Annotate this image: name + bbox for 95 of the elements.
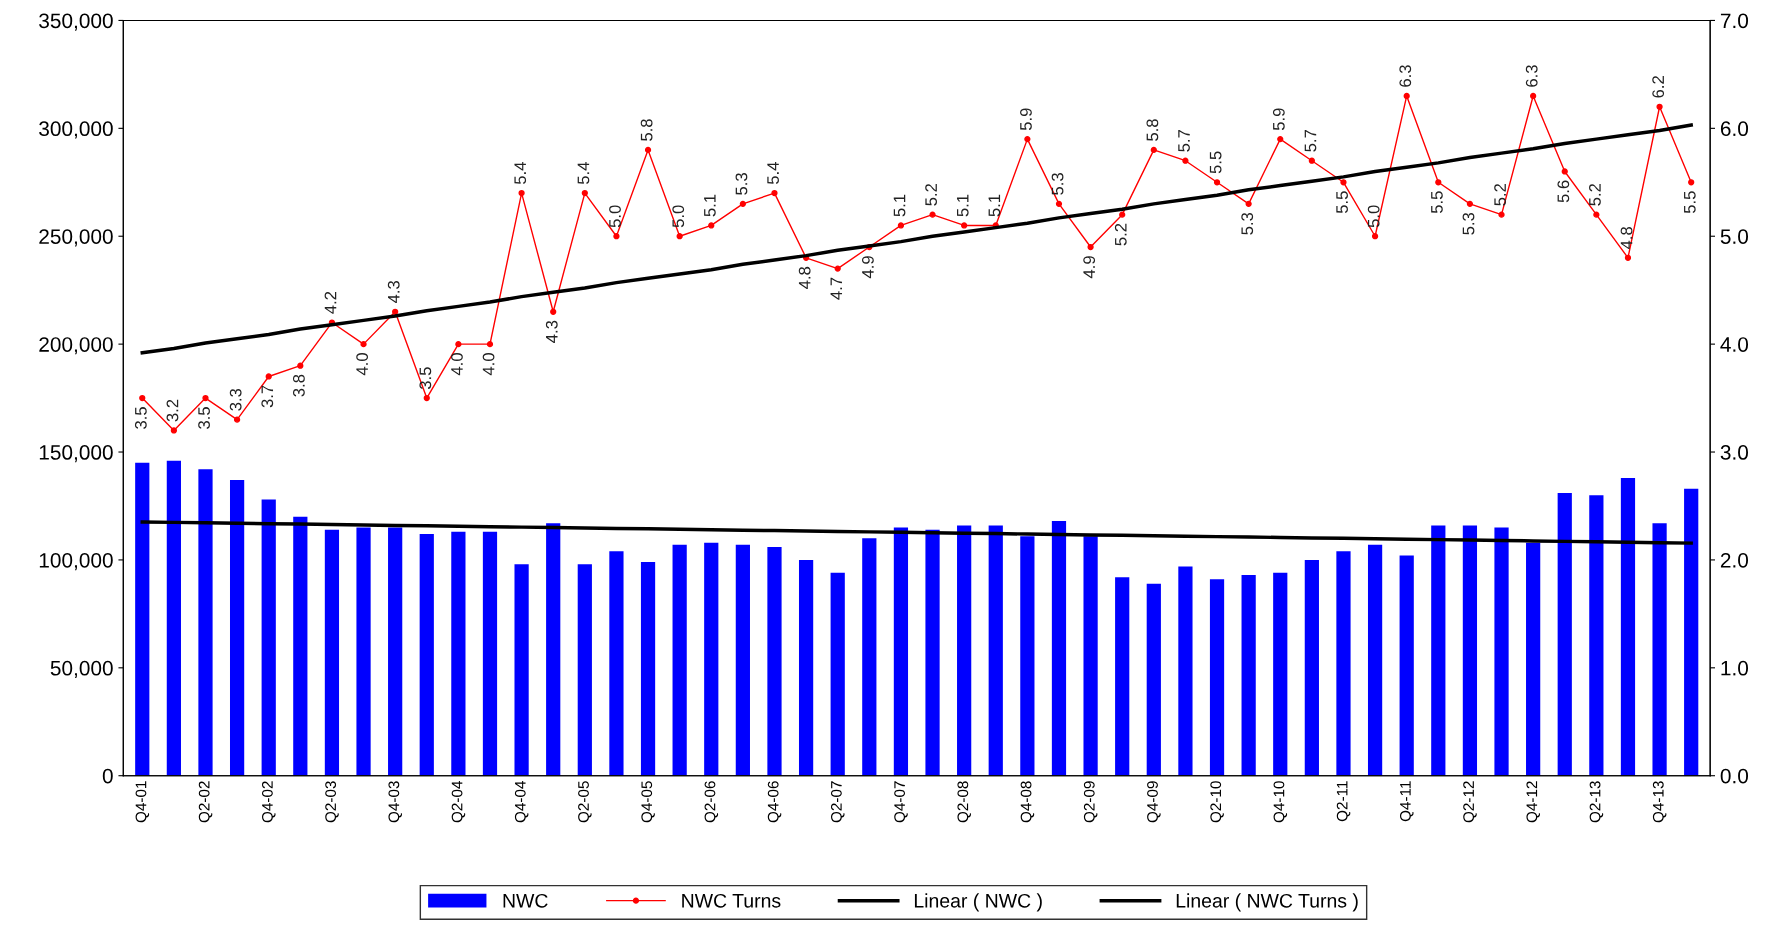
- x-tick-label: Q4-13: [1652, 781, 1667, 823]
- y-tick-label: 150,000: [39, 445, 113, 463]
- x-tick-label: Q4-03: [388, 781, 402, 823]
- data-label: 5.5: [1431, 191, 1443, 214]
- y-tick-label: 0: [102, 768, 113, 784]
- data-label: 5.1: [956, 194, 969, 217]
- data-label: 5.8: [640, 119, 653, 141]
- x-tick-label: Q4-08: [1020, 781, 1035, 823]
- x-tick-label: Q2-13: [1589, 781, 1604, 823]
- data-label: 4.0: [482, 353, 495, 376]
- y-tick-label: 350,000: [39, 13, 113, 31]
- data-label: 5.4: [767, 162, 779, 185]
- x-tick-label: Q2-11: [1336, 781, 1351, 822]
- data-label: 3.5: [419, 367, 432, 390]
- data-label: 3.3: [229, 388, 242, 411]
- x-tick-label: Q4-10: [1273, 781, 1288, 823]
- x-tick-label: Q4-05: [641, 781, 655, 823]
- data-label: 3.2: [166, 399, 179, 422]
- data-label: 4.0: [451, 353, 463, 376]
- y-tick-label: 200,000: [39, 337, 113, 355]
- x-tick-label: Q4-09: [1147, 781, 1161, 823]
- data-label: 5.2: [925, 183, 938, 206]
- y2-tick-label: 3.0: [1720, 445, 1749, 460]
- legend-label: Linear ( NWC Turns ): [1176, 893, 1358, 912]
- data-label: 4.8: [1620, 227, 1633, 250]
- data-label: 3.5: [134, 407, 147, 429]
- legend-label: NWC: [503, 893, 548, 908]
- y2-tick-label: 5.0: [1720, 229, 1749, 244]
- data-label: 3.8: [292, 374, 305, 397]
- data-label: 6.2: [1652, 76, 1665, 98]
- y-tick-label: 50,000: [50, 660, 113, 679]
- x-tick-label: Q2-02: [198, 781, 213, 823]
- x-tick-label: Q2-09: [1083, 781, 1098, 823]
- data-label: 5.6: [1557, 180, 1570, 203]
- data-label: 6.3: [1525, 65, 1538, 87]
- data-label: 4.7: [830, 277, 843, 300]
- data-label: 5.5: [1684, 191, 1696, 214]
- data-label: 5.2: [1114, 223, 1127, 246]
- y2-tick-label: 6.0: [1720, 121, 1749, 137]
- x-tick-label: Q2-05: [578, 781, 592, 823]
- data-label: 5.2: [1589, 183, 1601, 206]
- x-tick-label: Q2-10: [1210, 781, 1224, 823]
- data-label: 5.4: [577, 162, 590, 185]
- legend-label: NWC Turns: [682, 893, 781, 908]
- data-label: 5.7: [1178, 130, 1190, 152]
- data-label: 4.9: [861, 256, 874, 279]
- x-tick-label: Q2-12: [1463, 781, 1477, 823]
- data-label: 5.8: [1146, 119, 1159, 141]
- data-label: 4.3: [545, 320, 558, 343]
- y2-tick-label: 0.0: [1720, 768, 1749, 784]
- y2-tick-label: 1.0: [1721, 660, 1749, 676]
- x-tick-label: Q2-06: [704, 781, 719, 823]
- data-label: 4.3: [387, 280, 400, 304]
- data-label: 5.1: [704, 194, 716, 217]
- data-label: 5.0: [609, 205, 621, 228]
- data-label: 5.0: [672, 205, 685, 228]
- legend-label: Linear ( NWC ): [914, 893, 1042, 912]
- data-label: 5.7: [1304, 130, 1317, 152]
- x-tick-label: Q4-11: [1399, 781, 1414, 822]
- data-label: 5.5: [1336, 191, 1348, 214]
- x-tick-label: Q4-12: [1526, 781, 1540, 823]
- x-tick-label: Q4-07: [894, 781, 908, 823]
- x-tick-label: Q4-04: [514, 781, 529, 823]
- data-label: 4.9: [1083, 256, 1096, 279]
- data-label: 5.3: [1241, 212, 1254, 235]
- data-label: 4.8: [798, 266, 811, 289]
- data-label: 5.1: [988, 194, 1001, 217]
- data-label: 4.2: [324, 291, 337, 314]
- data-label: 5.3: [1051, 173, 1064, 195]
- x-tick-label: Q2-04: [451, 781, 466, 823]
- data-label: 5.5: [1209, 151, 1222, 174]
- y2-tick-label: 2.0: [1720, 552, 1749, 568]
- data-label: 5.3: [1462, 212, 1475, 235]
- data-label: 5.9: [1020, 108, 1032, 131]
- data-label: 5.1: [893, 194, 906, 217]
- data-label: 3.7: [261, 385, 274, 408]
- y-tick-label: 250,000: [39, 229, 113, 247]
- data-label: 5.4: [514, 162, 527, 185]
- data-label: 6.3: [1399, 65, 1412, 87]
- y-tick-label: 300,000: [39, 121, 113, 139]
- data-label: 5.9: [1272, 108, 1285, 131]
- data-label: 5.2: [1494, 183, 1506, 206]
- y-tick-label: 100,000: [39, 552, 113, 571]
- data-label: 5.0: [1367, 205, 1380, 228]
- data-label: 5.3: [735, 173, 748, 195]
- x-tick-label: Q2-07: [830, 781, 845, 823]
- y2-tick-label: 7.0: [1720, 13, 1749, 29]
- x-tick-label: Q4-06: [767, 781, 782, 823]
- y2-tick-label: 4.0: [1720, 337, 1749, 352]
- x-tick-label: Q2-08: [957, 781, 971, 823]
- x-tick-label: Q4-02: [261, 781, 276, 823]
- data-label: 3.5: [198, 407, 210, 429]
- x-tick-label: Q2-03: [325, 781, 339, 823]
- x-tick-label: Q4-01: [135, 781, 150, 823]
- data-label: 4.0: [356, 353, 369, 376]
